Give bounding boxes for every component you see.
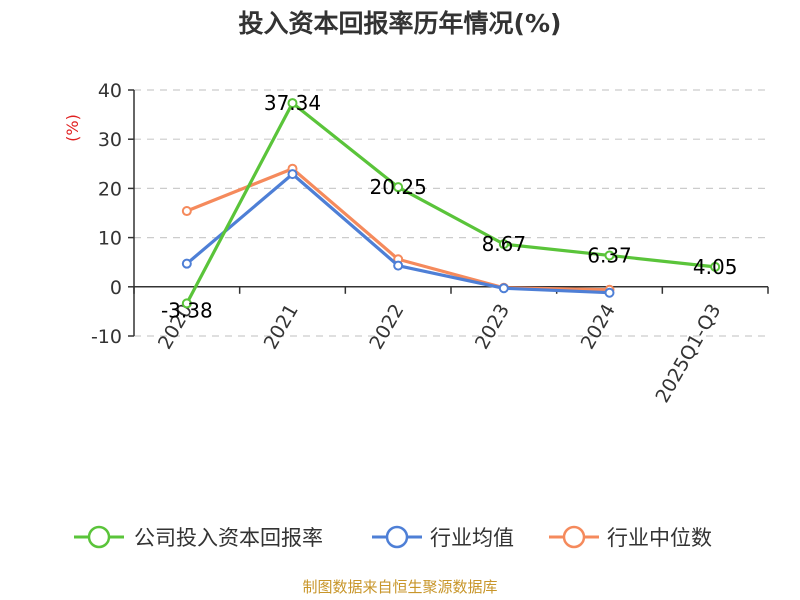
x-tick-label: 2024 <box>577 300 620 353</box>
y-tick-label: -10 <box>91 326 122 348</box>
source-note: 制图数据来自恒生聚源数据库 <box>302 578 498 596</box>
data-label: 20.25 <box>370 175 427 199</box>
x-tick-label: 2023 <box>471 300 514 353</box>
data-label: -3.38 <box>161 298 213 322</box>
data-point <box>710 261 721 272</box>
data-point <box>604 250 615 261</box>
data-point <box>181 298 192 309</box>
x-tick-label: 2022 <box>365 300 408 353</box>
data-point <box>181 258 192 269</box>
legend-marker <box>385 525 409 549</box>
data-point <box>287 98 298 109</box>
legend-label: 行业中位数 <box>607 526 712 550</box>
x-tick-label: 2025Q1-Q3 <box>651 300 725 406</box>
y-tick-label: 10 <box>98 228 122 250</box>
data-point <box>287 169 298 180</box>
legend-marker <box>87 525 111 549</box>
data-point <box>393 182 404 193</box>
legend-label: 公司投入资本回报率 <box>134 526 323 550</box>
series-line <box>185 101 716 305</box>
legend-label: 行业均值 <box>430 526 514 550</box>
x-tick-label: 2021 <box>260 300 303 353</box>
data-label: 37.34 <box>264 91 321 115</box>
data-point <box>181 206 192 217</box>
y-tick-label: 0 <box>110 277 122 299</box>
data-point <box>498 283 509 294</box>
y-tick-label: 20 <box>98 178 122 200</box>
data-point <box>498 239 509 250</box>
data-label: 4.05 <box>693 255 738 279</box>
data-label: 8.67 <box>482 232 527 256</box>
y-axis-label: (%) <box>63 114 82 142</box>
data-label: 6.37 <box>587 243 632 267</box>
data-point <box>604 287 615 298</box>
data-point <box>393 260 404 271</box>
chart-title: 投入资本回报率历年情况(%) <box>238 9 562 38</box>
legend-marker <box>562 525 586 549</box>
y-tick-label: 30 <box>98 129 122 151</box>
y-tick-label: 40 <box>98 80 122 102</box>
